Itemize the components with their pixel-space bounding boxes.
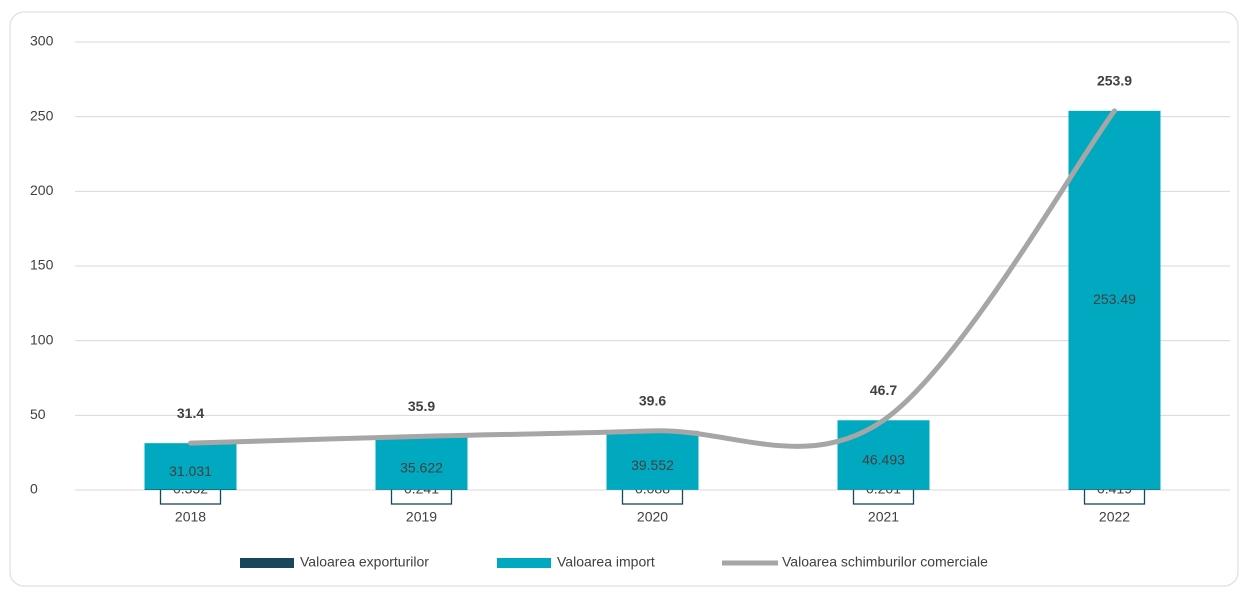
x-tick-label: 2020	[637, 509, 668, 525]
legend-swatch	[240, 558, 294, 568]
data-label: 46.493	[862, 452, 905, 468]
legend-label: Valoarea import	[557, 554, 655, 570]
x-tick-label: 2018	[175, 509, 206, 525]
y-tick-label: 200	[30, 182, 54, 198]
chart-frame	[10, 12, 1238, 586]
legend-label: Valoarea schimburilor comerciale	[782, 554, 988, 570]
x-tick-label: 2022	[1099, 509, 1130, 525]
data-label: 35.622	[400, 460, 443, 476]
y-tick-label: 300	[30, 33, 54, 49]
data-label: 253.9	[1097, 73, 1132, 89]
legend-label: Valoarea exporturilor	[300, 554, 429, 570]
legend-swatch	[497, 558, 551, 568]
y-tick-label: 50	[30, 406, 46, 422]
data-label: 31.031	[169, 463, 212, 479]
data-label: 39.6	[639, 393, 666, 409]
data-label: 46.7	[870, 382, 897, 398]
data-label: 253.49	[1093, 291, 1136, 307]
data-label: 39.552	[631, 457, 674, 473]
data-label: 31.4	[177, 405, 204, 421]
y-tick-label: 150	[30, 257, 54, 273]
y-tick-label: 0	[30, 481, 38, 497]
y-tick-label: 100	[30, 331, 54, 347]
x-tick-label: 2019	[406, 509, 437, 525]
data-label: 35.9	[408, 398, 435, 414]
x-tick-label: 2021	[868, 509, 899, 525]
y-tick-label: 250	[30, 107, 54, 123]
